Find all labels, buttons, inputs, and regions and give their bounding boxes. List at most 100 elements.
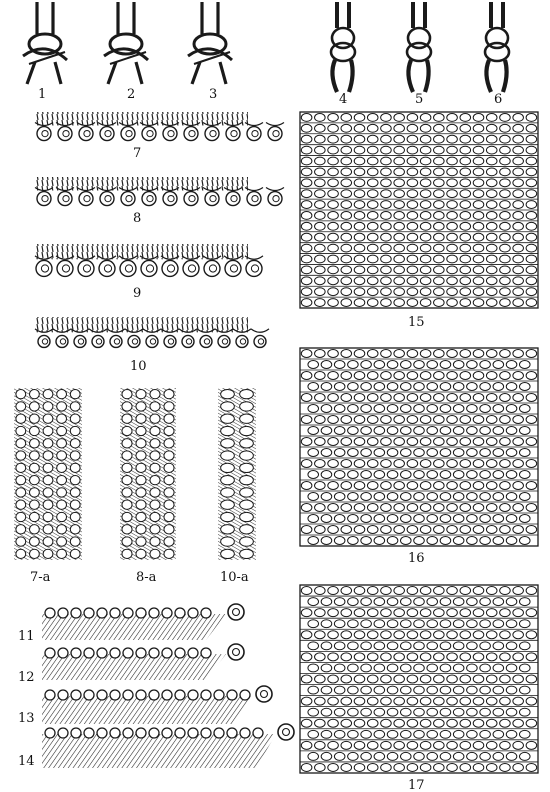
weave-knot <box>360 663 372 673</box>
weave-knot <box>499 393 511 402</box>
weave-knot <box>307 597 320 607</box>
panel-bead <box>239 536 254 547</box>
fringe-curl <box>57 125 73 142</box>
knot-4 <box>329 2 357 93</box>
weave-knot <box>413 751 425 761</box>
weave-knot <box>413 685 425 695</box>
weave-knot <box>492 641 505 651</box>
weave-knot <box>525 298 538 307</box>
weave-knot <box>512 652 524 662</box>
weave-knot <box>320 707 333 717</box>
weave-knot <box>320 597 333 607</box>
fringe-band <box>36 112 248 126</box>
fringe-tassel <box>223 186 243 192</box>
weave-knot <box>505 360 518 369</box>
weave-knot <box>499 586 511 596</box>
fringe-curl <box>167 129 175 138</box>
edge-terminal-ring <box>227 643 245 661</box>
weave-knot <box>439 360 452 369</box>
weave-knot <box>399 448 412 457</box>
weave-knot <box>380 200 392 209</box>
weave-knot <box>433 608 445 618</box>
panel-bead <box>69 487 81 498</box>
weave-knot <box>485 232 498 242</box>
weave-knot <box>433 298 445 307</box>
edge-loop <box>200 607 212 619</box>
edge-terminal-ring <box>281 727 291 737</box>
edge-loop <box>161 689 173 701</box>
weave-knot <box>333 382 346 391</box>
edge-terminal-ring <box>231 647 241 657</box>
weave-knot <box>347 514 359 523</box>
weave-knot <box>366 145 379 155</box>
weave-knot <box>300 718 313 728</box>
weave-knot <box>314 243 326 253</box>
fringe-curl <box>239 338 247 345</box>
panel-bead <box>163 462 175 474</box>
weave-knot <box>459 254 472 264</box>
weave-knot <box>512 503 524 512</box>
weave-knot <box>406 123 419 133</box>
weave-knot <box>525 652 538 662</box>
fringe-curl <box>182 259 200 278</box>
edge-loop <box>57 727 69 739</box>
weave-knot <box>479 729 491 739</box>
edge-band <box>42 696 254 724</box>
weave-knot <box>485 630 498 640</box>
edge-loop <box>44 607 56 619</box>
panel-bead <box>220 450 235 461</box>
weave-knot <box>433 718 445 728</box>
weave-knot <box>366 167 379 177</box>
fringe-curl <box>127 334 141 349</box>
fringe-tassel <box>160 328 180 333</box>
weave-knot <box>466 470 478 479</box>
weave-knot <box>525 189 538 199</box>
panel-bead <box>56 388 67 400</box>
panel-bead <box>15 499 27 510</box>
weave-knot <box>446 481 458 490</box>
fringe-curl <box>272 194 280 203</box>
fringe-curl <box>203 338 211 345</box>
weave-knot <box>433 113 445 122</box>
panel-bead <box>121 462 133 474</box>
weave-knot <box>459 113 472 122</box>
edge-loop <box>174 689 186 701</box>
weave-knot <box>472 630 485 640</box>
weave-knot <box>300 503 313 512</box>
edge-loop <box>252 727 264 739</box>
weave-knot <box>446 371 458 380</box>
weave-knot <box>327 630 339 640</box>
weave-knot <box>399 536 412 545</box>
weave-knot <box>360 536 372 545</box>
weave-knot <box>479 426 491 435</box>
weave-knot <box>472 608 485 618</box>
weave-knot <box>366 298 379 307</box>
panel-bead <box>239 548 254 560</box>
weave-knot <box>406 276 419 286</box>
weave-knot <box>353 525 366 534</box>
loop <box>28 51 66 65</box>
weave-knot <box>353 156 366 166</box>
weave-knot <box>499 608 511 618</box>
weave-knot <box>353 167 366 177</box>
weave-knot <box>380 437 392 446</box>
panel-bead <box>69 511 81 523</box>
panel-bead <box>121 474 133 486</box>
weave-knot <box>399 663 412 673</box>
weave-knot <box>307 426 320 435</box>
fringe-curl <box>183 125 199 142</box>
weave-knot <box>512 243 524 253</box>
weave-knot <box>406 113 419 122</box>
panel-bead <box>239 438 254 449</box>
weave-knot <box>353 674 366 684</box>
weave-knot <box>525 178 538 188</box>
weave-knot <box>327 243 339 253</box>
weave-knot <box>386 382 399 391</box>
fringe-tassel <box>34 328 54 333</box>
weave-knot <box>459 481 472 490</box>
weave-knot <box>499 156 511 166</box>
weave-knot <box>393 221 405 231</box>
weave-knot <box>525 167 538 177</box>
weave-knot <box>512 200 524 209</box>
weave-knot <box>327 718 339 728</box>
